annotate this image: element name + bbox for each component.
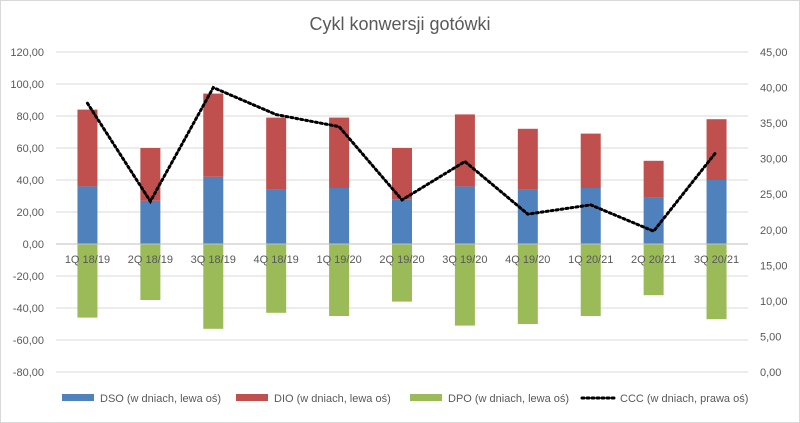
right-tick-label: 10,00	[760, 296, 788, 308]
bar-dpo	[580, 244, 601, 316]
bar-dpo	[77, 244, 98, 318]
bar-dpo	[706, 244, 727, 320]
category-label: 1Q 19/20	[316, 254, 361, 266]
category-label: 4Q 18/19	[254, 254, 299, 266]
left-axis-ticks: 120,00 100,00 80,00 60,00 40,00 20,00 0,00 -20,…	[10, 47, 44, 379]
category-label: 3Q 18/19	[191, 254, 236, 266]
right-tick-label: 45,00	[760, 47, 788, 59]
legend-label: DSO (w dniach, lewa oś)	[100, 393, 221, 405]
category-label: 2Q 19/20	[379, 254, 424, 266]
right-tick-label: 15,00	[760, 260, 788, 272]
bar-dso	[140, 200, 161, 244]
category-label: 3Q 20/21	[694, 254, 739, 266]
ccc-line-path	[85, 85, 719, 234]
category-label: 4Q 19/20	[505, 254, 550, 266]
bar-dio	[580, 133, 601, 188]
left-tick-label: -20,00	[13, 271, 44, 283]
bar-dio	[77, 109, 98, 187]
right-tick-label: 35,00	[760, 118, 788, 130]
bar-dso	[517, 189, 538, 244]
category-label: 1Q 20/21	[568, 254, 613, 266]
left-tick-label: 20,00	[16, 207, 44, 219]
bar-dso	[77, 186, 98, 244]
legend-swatch	[410, 394, 442, 401]
right-tick-label: 5,00	[760, 331, 781, 343]
bar-dso	[392, 199, 412, 244]
bars	[77, 93, 727, 329]
bar-dio	[140, 148, 161, 201]
bar-dso	[266, 189, 287, 244]
category-labels: 1Q 18/19 2Q 18/19 3Q 18/19 4Q 18/19 1Q 19/20…	[65, 254, 739, 266]
bar-dio	[329, 117, 350, 188]
bar-dpo	[392, 244, 412, 302]
bar-dpo	[203, 244, 224, 329]
left-tick-label: 0,00	[23, 239, 44, 251]
left-tick-label: 80,00	[16, 111, 44, 123]
legend-label: DPO (w dniach, lewa oś)	[448, 393, 569, 405]
legend-label: CCC (w dniach, prawa oś)	[620, 393, 748, 405]
right-tick-label: 25,00	[760, 189, 788, 201]
bar-dio	[454, 114, 475, 187]
bar-dso	[203, 176, 224, 244]
bar-dpo	[643, 244, 664, 296]
bar-dso	[454, 186, 475, 244]
left-tick-label: 60,00	[16, 143, 44, 155]
left-tick-label: -60,00	[13, 335, 44, 347]
category-label: 1Q 18/19	[65, 254, 110, 266]
bar-dso	[643, 197, 664, 244]
chart-title: Cykl konwersji gotówki	[309, 14, 490, 34]
bar-dpo	[454, 244, 475, 326]
bar-dpo	[517, 244, 538, 324]
left-tick-label: 120,00	[10, 47, 44, 59]
bar-dio	[203, 93, 224, 177]
category-label: 2Q 20/21	[631, 254, 676, 266]
bar-dio	[643, 160, 664, 198]
right-axis-ticks: 45,00 40,00 35,00 30,00 25,00 20,00 15,00 10,00…	[760, 47, 788, 379]
bar-dpo	[266, 244, 287, 313]
category-label: 3Q 19/20	[442, 254, 487, 266]
gridlines	[56, 51, 748, 373]
bar-dio	[392, 148, 412, 200]
legend-label: DIO (w dniach, lewa oś)	[274, 393, 391, 405]
right-tick-label: 20,00	[760, 225, 788, 237]
left-tick-label: -80,00	[13, 367, 44, 379]
category-label: 2Q 18/19	[128, 254, 173, 266]
legend: DSO (w dniach, lewa oś) DIO (w dniach, le…	[62, 393, 748, 405]
bar-dpo	[329, 244, 350, 316]
bar-dso	[706, 180, 727, 244]
bar-dpo	[140, 244, 161, 300]
left-tick-label: -40,00	[13, 303, 44, 315]
left-tick-label: 100,00	[10, 79, 44, 91]
right-tick-label: 0,00	[760, 367, 781, 379]
legend-swatch	[62, 394, 94, 401]
right-tick-label: 40,00	[760, 83, 788, 95]
bar-dio	[266, 117, 287, 190]
bar-dso	[329, 188, 350, 244]
bar-dio	[517, 128, 538, 190]
legend-swatch	[236, 394, 268, 401]
ccc-line	[85, 85, 719, 234]
bar-dio	[706, 119, 727, 180]
left-tick-label: 40,00	[16, 175, 44, 187]
right-tick-label: 30,00	[760, 154, 788, 166]
bar-dso	[580, 188, 601, 244]
